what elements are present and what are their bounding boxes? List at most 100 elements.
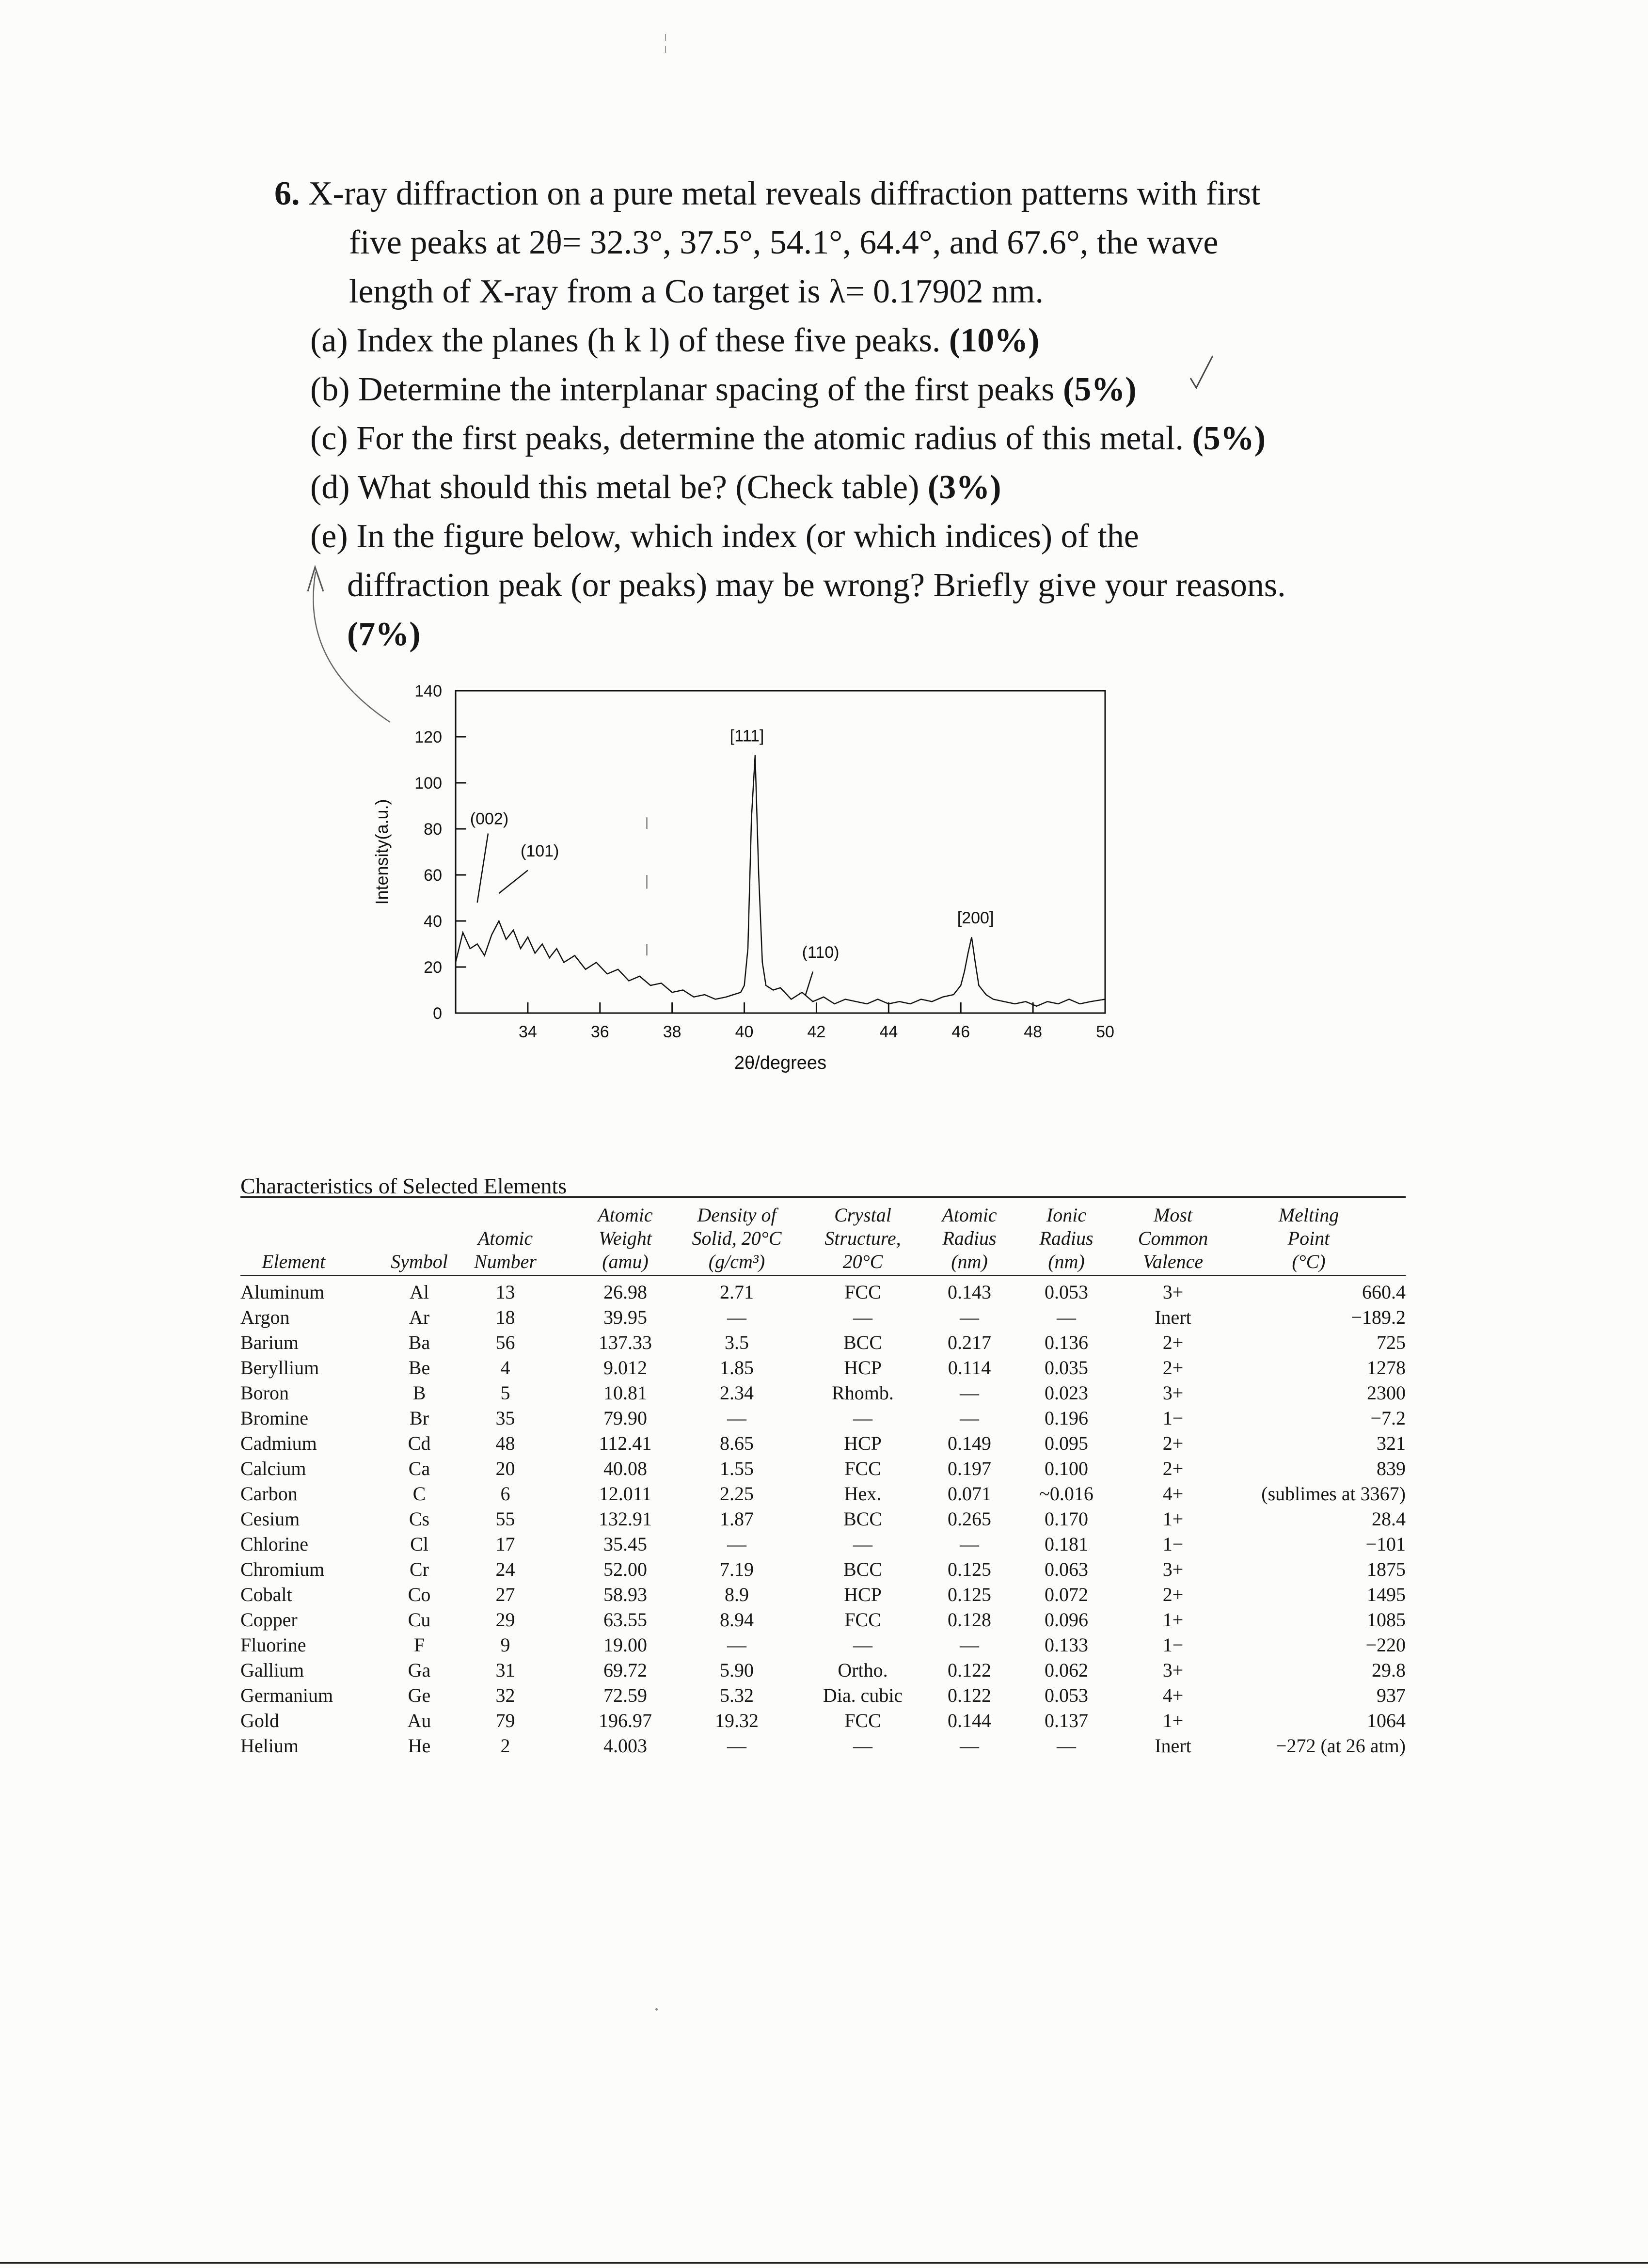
table-cell: 13 xyxy=(495,1281,515,1303)
x-tick-label: 36 xyxy=(591,1023,609,1041)
peak-label: (101) xyxy=(521,842,559,860)
table-cell: Chromium xyxy=(240,1558,325,1580)
table-cell: 0.137 xyxy=(1045,1710,1088,1731)
peak-label: [200] xyxy=(957,909,994,927)
table-cell: 18 xyxy=(495,1306,515,1328)
table-cell: HCP xyxy=(844,1357,882,1379)
table-cell: 72.59 xyxy=(603,1684,647,1706)
scan-speck xyxy=(655,2008,658,2011)
problem-line-3: length of X-ray from a Co target is λ= 0… xyxy=(349,273,1044,310)
table-cell: 63.55 xyxy=(603,1609,647,1631)
table-cell: 29 xyxy=(495,1609,515,1631)
table-cell: Fluorine xyxy=(240,1634,306,1656)
table-cell: 5.90 xyxy=(720,1659,754,1681)
table-cell: 2+ xyxy=(1162,1458,1184,1479)
table-cell: — xyxy=(960,1634,979,1656)
column-header: Atomic xyxy=(477,1227,533,1249)
column-header: Crystal xyxy=(834,1204,891,1226)
table-cell: 48 xyxy=(495,1432,515,1454)
x-tick-label: 38 xyxy=(663,1023,681,1041)
table-cell: 6 xyxy=(500,1483,510,1505)
part-e: (e) In the figure below, which index (or… xyxy=(310,520,1139,554)
table-cell: Cesium xyxy=(240,1508,300,1530)
table-cell: 56 xyxy=(495,1332,515,1353)
table-cell: B xyxy=(412,1382,426,1404)
table-cell: 24 xyxy=(495,1558,515,1580)
table-cell: 0.128 xyxy=(948,1609,991,1631)
table-cell: 0.181 xyxy=(1045,1533,1088,1555)
table-cell: 2.71 xyxy=(720,1281,754,1303)
problem-line-1: 6. X-ray diffraction on a pure metal rev… xyxy=(274,177,1260,211)
xrd-chart: 0 20 40 60 80 100 120 140 34 36 38 40 42 44 46 48 50 2θ/d… xyxy=(372,682,1114,1073)
table-cell: Ge xyxy=(408,1684,431,1706)
table-cell: C xyxy=(412,1483,426,1505)
table-cell: Rhomb. xyxy=(832,1382,894,1404)
table-cell: 79 xyxy=(495,1710,515,1731)
y-tick-label: 40 xyxy=(424,912,442,931)
table-cell: 0.100 xyxy=(1045,1458,1088,1479)
table-cell: 0.149 xyxy=(948,1432,991,1454)
table-cell: Gold xyxy=(240,1710,279,1731)
table-cell: 660.4 xyxy=(1362,1281,1406,1303)
table-cell: Inert xyxy=(1155,1735,1191,1757)
table-cell: 69.72 xyxy=(603,1659,647,1681)
x-tick-label: 44 xyxy=(879,1023,898,1041)
table-cell: Argon xyxy=(240,1306,290,1328)
table-cell: 20 xyxy=(495,1458,515,1479)
column-header: Radius xyxy=(942,1227,997,1249)
y-tick-label: 20 xyxy=(424,958,442,977)
table-cell: 19.00 xyxy=(603,1634,647,1656)
table-cell: 839 xyxy=(1377,1458,1406,1479)
y-tick-label: 100 xyxy=(414,774,442,793)
table-cell: FCC xyxy=(844,1458,881,1479)
table-cell: 3+ xyxy=(1162,1382,1184,1404)
table-cell: −220 xyxy=(1365,1634,1406,1656)
table-cell: 1495 xyxy=(1367,1584,1406,1605)
table-cell: 17 xyxy=(495,1533,515,1555)
table-cell: FCC xyxy=(844,1609,881,1631)
column-header: (amu) xyxy=(602,1251,649,1272)
table-cell: 112.41 xyxy=(599,1432,652,1454)
table-cell: Barium xyxy=(240,1332,299,1353)
table-cell: 1.55 xyxy=(720,1458,754,1479)
table-cell: 1085 xyxy=(1367,1609,1406,1631)
table-cell: 3+ xyxy=(1162,1659,1184,1681)
table-cell: Al xyxy=(410,1281,429,1303)
table-cell: — xyxy=(1057,1306,1076,1328)
x-tick-label: 34 xyxy=(519,1023,537,1041)
table-cell: BCC xyxy=(843,1508,883,1530)
table-cell: 9.012 xyxy=(603,1357,647,1379)
table-cell: 0.217 xyxy=(948,1332,991,1353)
table-cell: Helium xyxy=(240,1735,299,1757)
table-cell: 5.32 xyxy=(720,1684,754,1706)
table-cell: 1− xyxy=(1162,1634,1184,1656)
part-a: (a) Index the planes (h k l) of these fi… xyxy=(310,324,1039,358)
table-cell: 2+ xyxy=(1162,1332,1184,1353)
table-cell: 58.93 xyxy=(603,1584,647,1605)
table-cell: — xyxy=(727,1634,746,1656)
table-cell: Ga xyxy=(408,1659,431,1681)
table-cell: −101 xyxy=(1365,1533,1406,1555)
table-cell: — xyxy=(853,1306,872,1328)
table-cell: 3+ xyxy=(1162,1281,1184,1303)
table-cell: — xyxy=(727,1306,746,1328)
table-cell: — xyxy=(1057,1735,1076,1757)
table-cell: 52.00 xyxy=(603,1558,647,1580)
table-cell: (sublimes at 3367) xyxy=(1261,1483,1406,1505)
table-cell: Beryllium xyxy=(240,1357,319,1379)
table-cell: 137.33 xyxy=(599,1332,652,1353)
column-header: 20°C xyxy=(842,1251,883,1272)
part-a-text: (a) Index the planes (h k l) of these fi… xyxy=(310,322,949,359)
column-header: Melting xyxy=(1278,1204,1339,1226)
table-cell: 0.071 xyxy=(948,1483,991,1505)
part-e-line-2: diffraction peak (or peaks) may be wrong… xyxy=(347,567,1286,604)
table-cell: 725 xyxy=(1377,1332,1406,1353)
part-b-text: (b) Determine the interplanar spacing of… xyxy=(310,371,1063,408)
table-cell: 0.053 xyxy=(1045,1281,1088,1303)
x-tick-label: 42 xyxy=(808,1023,826,1041)
table-cell: 196.97 xyxy=(599,1710,652,1731)
part-e-points-value: (7%) xyxy=(347,616,421,653)
table-cell: — xyxy=(960,1306,979,1328)
table-cell: Boron xyxy=(240,1382,289,1404)
table-cell: 3.5 xyxy=(725,1332,749,1353)
